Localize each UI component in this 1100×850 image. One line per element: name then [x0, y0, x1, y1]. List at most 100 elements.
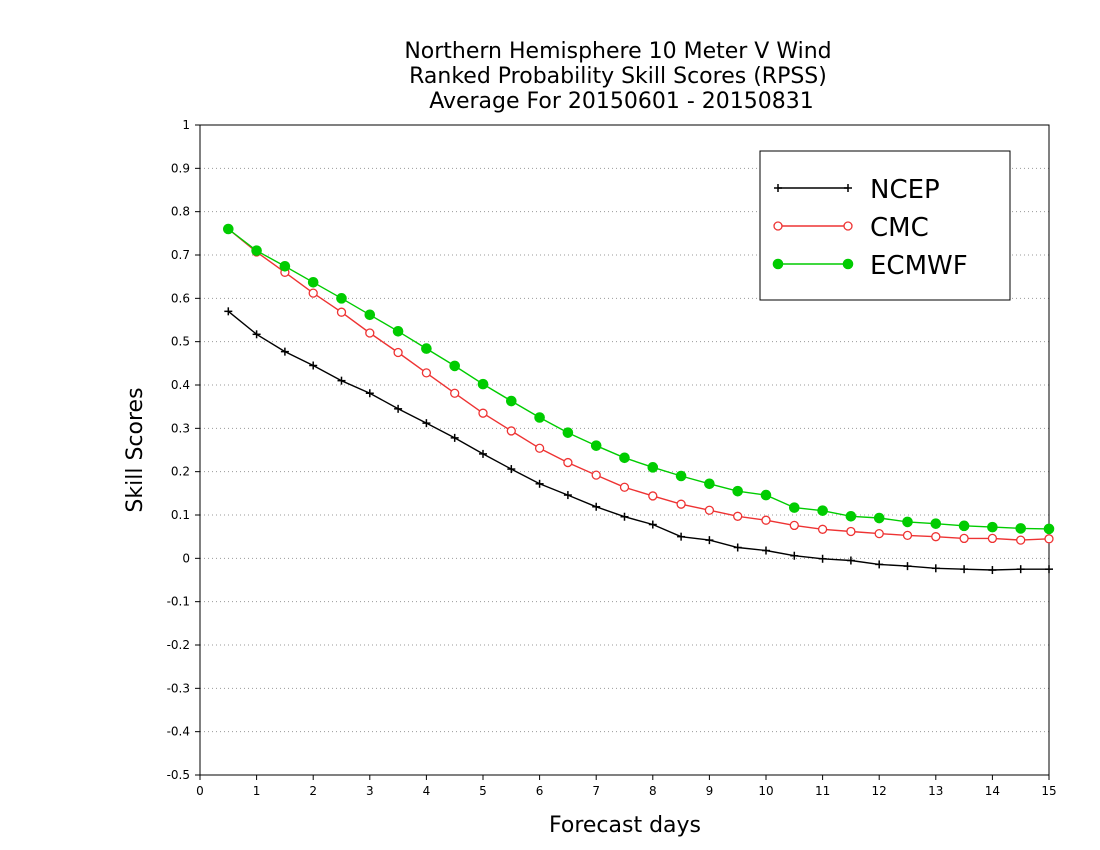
y-tick-label: 1 [182, 118, 190, 132]
data-point-ncep [931, 564, 940, 573]
data-point-ecmwf [704, 478, 715, 490]
data-point-ncep [677, 532, 686, 541]
legend-marker-cmc [843, 221, 853, 231]
y-tick-label: -0.3 [167, 681, 190, 695]
chart-title: Northern Hemisphere 10 Meter V Wind Rank… [404, 39, 831, 114]
series-line-ncep [227, 310, 1049, 571]
data-point-cmc [931, 532, 941, 542]
data-point-ncep [507, 465, 516, 474]
data-point-cmc [478, 408, 488, 418]
data-point-ecmwf [817, 505, 828, 516]
data-point-ncep [846, 556, 855, 565]
data-point-cmc [704, 505, 715, 515]
x-tick-label: 0 [196, 784, 204, 798]
data-point-ncep [450, 433, 459, 442]
data-point-cmc [874, 528, 884, 539]
data-point-cmc [733, 511, 743, 521]
data-point-cmc [308, 288, 318, 298]
y-tick-label: 0.6 [171, 291, 190, 305]
x-axis-ticks: 0 1 2 3 4 5 6 7 8 9 10 11 12 13 14 15 [196, 775, 1057, 798]
data-point-ecmwf [760, 489, 772, 501]
data-point-cmc [648, 491, 658, 501]
data-point-cmc [336, 307, 347, 317]
data-point-cmc [393, 347, 403, 358]
data-point-ecmwf [223, 223, 234, 235]
data-point-ecmwf [421, 343, 432, 354]
data-point-ncep [224, 307, 233, 316]
plot-frame [199, 124, 1050, 776]
data-point-ecmwf [675, 470, 687, 482]
x-tick-label: 15 [1041, 784, 1056, 798]
data-point-ncep [875, 560, 884, 569]
data-point-ncep [337, 376, 346, 385]
x-tick-label: 9 [706, 784, 714, 798]
data-point-ecmwf [562, 427, 574, 438]
data-point-ecmwf [279, 260, 291, 272]
legend-item-ecmwf: ECMWF [772, 251, 968, 281]
data-point-ncep [988, 566, 997, 575]
data-point-ecmwf [449, 360, 461, 372]
data-point-ncep [280, 347, 289, 356]
data-point-ncep [733, 543, 742, 552]
data-series [223, 223, 1055, 575]
legend-marker-ecmwf [842, 258, 854, 270]
data-point-ncep [960, 565, 969, 574]
y-tick-label: 0.9 [171, 161, 190, 175]
data-point-ecmwf [958, 520, 970, 532]
data-point-ncep [1045, 565, 1053, 574]
data-point-ncep [309, 361, 318, 370]
data-point-cmc [1016, 535, 1026, 545]
x-tick-label: 3 [366, 784, 374, 798]
data-point-cmc [619, 482, 630, 492]
y-tick-label: 0 [182, 551, 190, 565]
y-tick-label: 0.3 [171, 421, 190, 435]
data-point-ecmwf [930, 518, 942, 529]
x-tick-label: 11 [815, 784, 830, 798]
data-point-cmc [676, 499, 686, 509]
data-point-ecmwf [251, 245, 262, 256]
legend-label-cmc: CMC [870, 213, 929, 243]
data-point-ecmwf [364, 309, 376, 321]
data-point-cmc [1044, 534, 1054, 544]
data-point-ncep [705, 536, 714, 545]
data-point-cmc [902, 530, 913, 541]
x-axis-label: Forecast days [549, 813, 701, 838]
series-ncep [224, 307, 1053, 575]
x-tick-label: 12 [872, 784, 887, 798]
data-point-cmc [421, 368, 432, 378]
y-tick-label: 0.1 [171, 508, 190, 522]
y-tick-label: 0.8 [171, 205, 190, 219]
x-tick-label: 4 [423, 784, 431, 798]
data-point-ecmwf [307, 277, 319, 288]
chart-title-line-2: Ranked Probability Skill Scores (RPSS) [409, 64, 827, 89]
data-point-ncep [648, 520, 657, 529]
x-tick-label: 6 [536, 784, 544, 798]
x-tick-label: 14 [985, 784, 1000, 798]
y-tick-label: 0.7 [171, 248, 190, 262]
data-point-ecmwf [336, 293, 347, 304]
chart-title-line-3: Average For 20150601 - 20150831 [422, 89, 814, 114]
data-point-ecmwf [873, 512, 885, 524]
x-tick-label: 2 [309, 784, 317, 798]
y-tick-label: 0.4 [171, 378, 190, 392]
data-point-ecmwf [534, 412, 545, 423]
data-point-cmc [534, 443, 545, 453]
data-point-cmc [846, 526, 856, 537]
data-point-ecmwf [845, 511, 857, 522]
data-point-ncep [252, 330, 261, 339]
data-point-ecmwf [987, 521, 998, 533]
y-tick-label: 0.5 [171, 335, 190, 349]
data-point-ncep [563, 491, 572, 500]
data-point-ecmwf [506, 395, 517, 407]
data-point-ncep [903, 562, 912, 571]
y-tick-label: -0.5 [167, 768, 190, 782]
x-tick-label: 10 [758, 784, 773, 798]
legend-item-cmc: CMC [773, 213, 929, 243]
data-point-ncep [818, 554, 827, 563]
data-point-cmc [817, 524, 828, 534]
data-point-ncep [394, 404, 403, 413]
legend-label-ecmwf: ECMWF [870, 251, 968, 281]
data-point-ecmwf [590, 440, 602, 451]
